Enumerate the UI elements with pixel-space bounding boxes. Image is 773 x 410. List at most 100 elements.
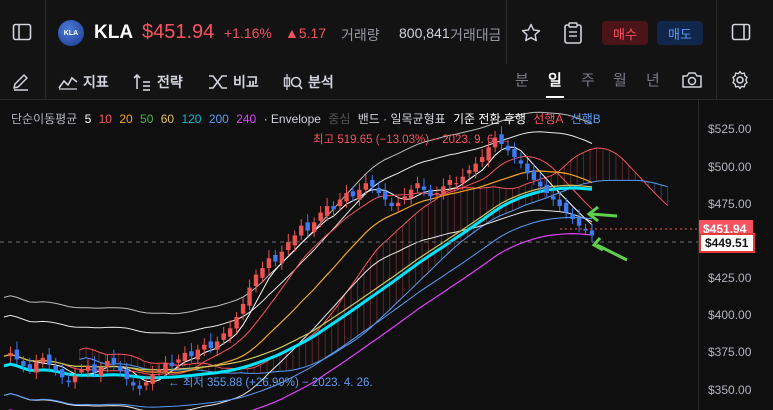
right-panel-toggle-icon[interactable] [729,20,753,44]
candle [34,354,39,379]
timeframe-minute[interactable]: 분 [515,72,529,89]
price-chart[interactable] [0,100,698,410]
tick-425: $425.00 [708,271,752,285]
candle [279,245,285,270]
candle [395,196,401,213]
sidebar-toggle-icon[interactable] [10,20,34,44]
ma-120: 120 [181,112,202,126]
bollinger-bands [3,111,593,410]
candle [576,209,582,233]
ma-line-10 [3,155,593,376]
candle [505,140,511,156]
crosshair-price-tag: $449.51 [699,233,755,253]
green-arrow-upper [586,205,618,223]
candle [85,359,91,378]
low-annotation: ← 최저 355.88 (+26.99%) − 2023. 4. 26. [168,377,373,389]
star-icon[interactable] [519,21,543,45]
candle [408,184,414,205]
candle [253,269,259,293]
candle [512,142,517,164]
candle [318,206,323,228]
candle [350,186,356,202]
green-arrow-lower [591,237,628,262]
volume-value: 800,841 [399,25,450,41]
candle [492,131,498,153]
bands-label: 밴드 · 일목균형표 [357,112,446,126]
sell-button[interactable]: 매도 [657,21,703,45]
gear-icon[interactable] [729,69,751,91]
candle [344,184,349,208]
ichimoku-cloud [79,147,669,374]
candle [563,197,569,220]
compare-button[interactable]: 비교 [208,64,259,99]
clipboard-icon[interactable] [561,21,585,45]
candle [531,163,537,185]
candle [137,380,142,396]
tick-500: $500.00 [708,160,752,174]
ma-200: 200 [208,112,229,126]
candle [499,126,504,151]
pen-icon[interactable] [10,70,32,92]
candle [292,230,297,252]
analysis-label: 분석 [308,73,334,90]
candle [59,364,65,384]
ma-5: 5 [84,112,92,126]
candle [247,279,252,311]
candle [538,173,543,193]
candle [441,178,446,200]
timeframe-month[interactable]: 월 [613,72,627,89]
indicator-legend[interactable]: 단순이동평균 5 10 20 50 60 120 200 240 · Envel… [11,110,605,127]
candle [479,148,485,167]
ma-label: 단순이동평균 [11,112,78,126]
camera-icon[interactable] [680,69,704,91]
envelope-extra: 중심 [328,112,351,126]
analysis-button[interactable]: 분석 [283,64,334,99]
divider [506,0,507,64]
timeframe-week[interactable]: 주 [581,72,595,89]
timeframe-day[interactable]: 일 [548,72,562,89]
ma-240: 240 [236,112,257,126]
analysis-candles-icon [283,73,303,90]
candle [221,326,226,345]
indicators-button[interactable]: 지표 [58,64,109,99]
candle [169,354,175,371]
symbol-name[interactable]: KLA [94,22,134,43]
candle [544,179,549,198]
candle [195,344,201,365]
candle [215,336,220,357]
span-a-label: 선행A [533,112,564,126]
span-b-label: 선행B [570,112,601,126]
band-upper [3,131,593,334]
active-timeframe-indicator [546,96,564,98]
ma-line-60 [3,184,593,371]
strategy-label: 전략 [157,73,183,90]
candle [189,343,194,363]
price-axis[interactable] [698,100,773,410]
candle [182,346,188,366]
candle [415,176,420,193]
change-percent: +1.16% [224,25,272,41]
tick-525: $525.00 [708,122,752,136]
timeframe-year[interactable]: 년 [646,72,660,89]
candle [370,175,375,193]
divider [716,0,717,64]
candle [273,250,278,267]
buy-button[interactable]: 매수 [602,21,648,45]
span-a-line [79,147,668,370]
candle [40,352,45,368]
ichimoku-label: 기준 전환 후행 [453,112,526,126]
strategy-arrows-icon [133,73,150,91]
candle [143,375,149,391]
ma-line-20 [3,170,593,374]
candle [428,184,433,202]
candle [376,181,381,198]
candle [92,356,97,378]
candle [551,189,556,207]
candle [227,320,233,344]
candle [66,374,71,388]
candle [324,197,330,221]
candle [79,364,84,378]
candle [402,188,407,205]
strategy-button[interactable]: 전략 [132,64,183,99]
divider [45,0,46,64]
